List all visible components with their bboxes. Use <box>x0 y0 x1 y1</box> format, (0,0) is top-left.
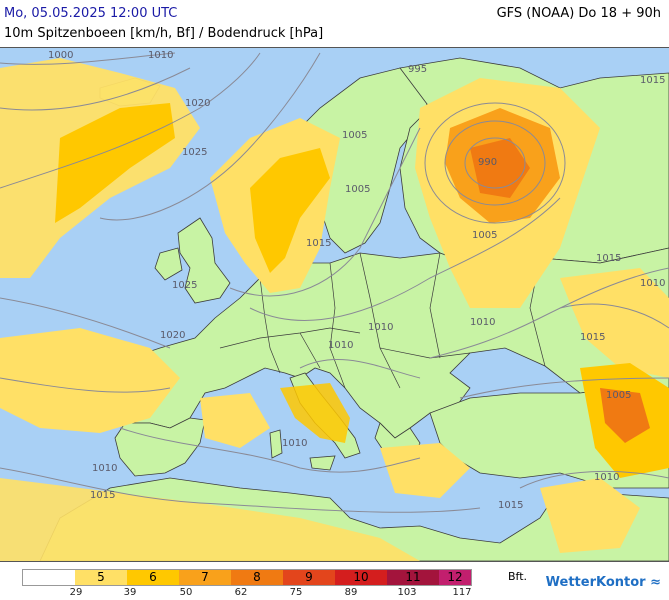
legend-cell: 7 <box>179 570 231 585</box>
gust-area-bft5 <box>0 478 420 561</box>
legend-tick: 89 <box>344 587 358 598</box>
pressure-label: 990 <box>478 157 497 168</box>
legend-cell: 6 <box>127 570 179 585</box>
legend-cell <box>23 570 75 585</box>
map-date: Mo, 05.05.2025 12:00 UTC <box>4 6 178 21</box>
gust-area-bft5 <box>0 328 180 433</box>
wind-icon: ≈ <box>650 575 661 590</box>
weather-map: 1000 1010 1020 1025 995 990 1005 1015 1005 1015 10… <box>0 47 669 562</box>
legend-cell: 10 <box>335 570 387 585</box>
pressure-label: 1005 <box>342 130 367 141</box>
legend-cell: 8 <box>231 570 283 585</box>
pressure-label: 1005 <box>345 184 370 195</box>
legend-tick: 29 <box>69 587 83 598</box>
pressure-label: 1010 <box>148 50 173 61</box>
pressure-label: 1015 <box>498 500 523 511</box>
pressure-label: 1010 <box>282 438 307 449</box>
legend-tick: 75 <box>289 587 303 598</box>
pressure-label: 1015 <box>596 253 621 264</box>
pressure-label: 1015 <box>640 75 665 86</box>
pressure-label: 1025 <box>182 147 207 158</box>
logo-text: WetterKontor <box>545 575 646 590</box>
wetterkontor-logo: WetterKontor ≈ <box>546 575 661 590</box>
legend-tick: 62 <box>234 587 248 598</box>
legend-tick: 117 <box>452 587 472 598</box>
pressure-label: 1010 <box>470 317 495 328</box>
gust-area-bft6 <box>55 103 175 223</box>
pressure-label: 1020 <box>185 98 210 109</box>
pressure-label: 1010 <box>594 472 619 483</box>
gust-area-bft5 <box>200 393 270 448</box>
isobars <box>0 52 669 513</box>
legend-cell: 5 <box>75 570 127 585</box>
borders <box>219 252 546 389</box>
pressure-label: 1025 <box>172 280 197 291</box>
pressure-label: 1000 <box>48 50 73 61</box>
pressure-label: 1010 <box>92 463 117 474</box>
legend-cell: 9 <box>283 570 335 585</box>
pressure-label: 1005 <box>606 390 631 401</box>
pressure-label: 1010 <box>640 278 665 289</box>
pressure-label: 1005 <box>472 230 497 241</box>
pressure-label: 1010 <box>368 322 393 333</box>
pressure-label: 1015 <box>580 332 605 343</box>
legend-cell: 12 <box>439 570 471 585</box>
legend-unit: Bft. <box>508 570 528 583</box>
pressure-label: 1020 <box>160 330 185 341</box>
pressure-label: 1010 <box>328 340 353 351</box>
model-run: GFS (NOAA) Do 18 + 90h <box>496 6 661 21</box>
legend-tick: 39 <box>123 587 137 598</box>
gust-area-bft5 <box>380 443 470 498</box>
gust-area-bft8 <box>470 138 530 198</box>
legend-tick: 50 <box>179 587 193 598</box>
gust-areas <box>0 58 669 561</box>
parameter-title: 10m Spitzenboeen [km/h, Bf] / Bodendruck… <box>4 26 324 41</box>
gust-legend: 5 6 7 8 9 10 11 12 <box>22 569 472 586</box>
gust-area-bft8 <box>600 388 650 443</box>
pressure-label: 1015 <box>90 490 115 501</box>
pressure-labels: 1000 1010 1020 1025 995 990 1005 1015 1005 1015 10… <box>48 50 665 511</box>
legend-cell: 11 <box>387 570 439 585</box>
legend-tick: 103 <box>397 587 417 598</box>
pressure-label: 1015 <box>306 238 331 249</box>
pressure-label: 995 <box>408 64 427 75</box>
gust-area-bft6 <box>280 383 350 443</box>
gust-area-bft6 <box>250 148 330 273</box>
gust-area-bft5 <box>540 478 640 553</box>
